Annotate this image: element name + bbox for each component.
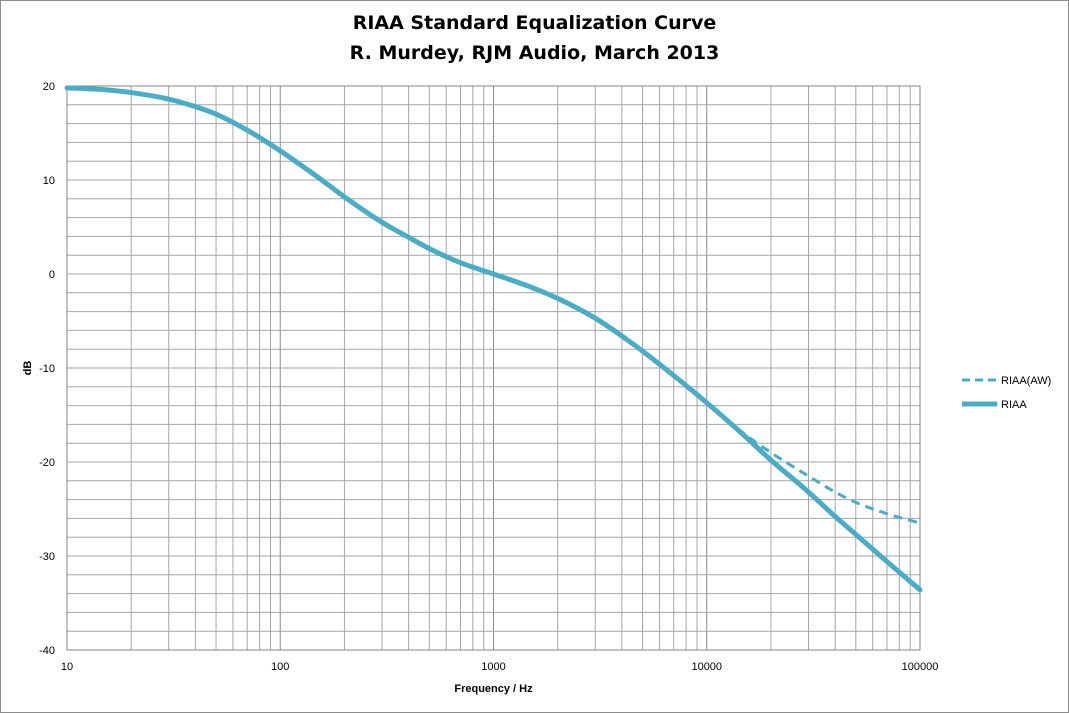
series-lines	[64, 85, 923, 593]
chart-title: RIAA Standard Equalization Curve	[352, 12, 717, 34]
y-tick-label: -40	[39, 645, 55, 657]
y-tick-label: 10	[43, 175, 55, 187]
x-tick-label: 1000	[481, 661, 505, 673]
y-axis-ticks: -40 -30 -20 -10 0 10 20	[39, 81, 55, 657]
series-line-riaa	[64, 85, 923, 593]
x-axis-label: Frequency / Hz	[454, 683, 533, 695]
x-tick-label: 100	[271, 661, 289, 673]
y-axis-label: dB	[22, 361, 34, 376]
x-tick-label: 10000	[691, 661, 722, 673]
chart-subtitle: R. Murdey, RJM Audio, March 2013	[349, 42, 720, 64]
legend-label: RIAA	[1001, 399, 1027, 411]
y-tick-label: -10	[39, 363, 55, 375]
y-tick-label: -30	[39, 551, 55, 563]
y-tick-label: -20	[39, 457, 55, 469]
x-tick-label: 10	[61, 661, 73, 673]
legend-label: RIAA(AW)	[1001, 375, 1051, 387]
x-tick-label: 100000	[902, 661, 939, 673]
x-axis-ticks: 10 100 1000 10000 100000	[61, 661, 938, 673]
grid	[66, 85, 920, 651]
y-tick-label: 0	[49, 269, 55, 281]
y-tick-label: 20	[43, 81, 55, 93]
legend: RIAA(AW) RIAA	[962, 375, 1051, 411]
plot-area	[66, 85, 921, 651]
